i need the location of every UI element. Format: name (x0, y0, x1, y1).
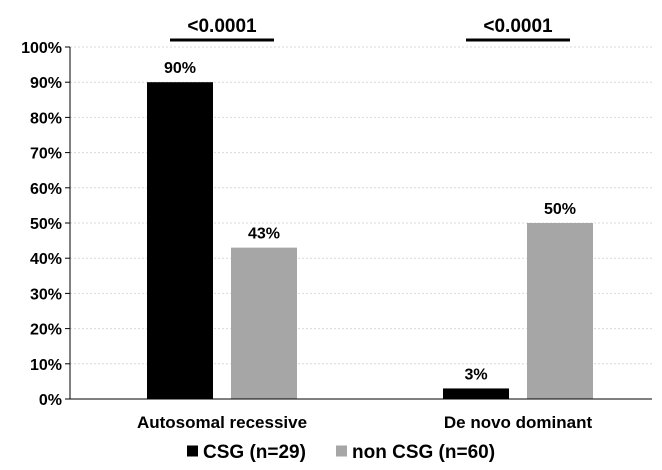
data-label: 90% (164, 60, 196, 77)
bar (443, 388, 509, 399)
y-tick-label: 60% (30, 181, 62, 198)
p-value-label: <0.0001 (187, 16, 257, 37)
bar (147, 82, 213, 399)
significance-annotations: <0.0001 <0.0001 (170, 16, 570, 42)
axes: 0% 10% 20% 30% 40% 50% 60% 70% 80% 90% 100% (21, 40, 652, 409)
data-label: 3% (464, 366, 487, 383)
y-tick-label: 50% (30, 216, 62, 233)
data-label: 43% (248, 226, 280, 243)
legend: CSG (n=29) non CSG (n=60) (187, 442, 495, 463)
y-tick-label: 90% (30, 75, 62, 92)
bar (231, 247, 297, 399)
y-tick-label: 10% (30, 357, 62, 374)
y-tick-label: 0% (39, 392, 62, 409)
p-value-label: <0.0001 (483, 16, 553, 37)
y-tick-label: 20% (30, 322, 62, 339)
data-label: 50% (544, 201, 576, 218)
x-category-label: De novo dominant (444, 413, 593, 432)
y-tick-label: 100% (21, 40, 62, 57)
y-tick-label: 30% (30, 286, 62, 303)
legend-swatch (336, 445, 347, 457)
y-tick-label: 40% (30, 251, 62, 268)
bars (147, 82, 593, 399)
y-tick-label: 80% (30, 110, 62, 127)
labels: 90% 43% Autosomal recessive 3% 50% De novo do… (137, 60, 593, 432)
x-category-label: Autosomal recessive (137, 413, 307, 432)
legend-label: non CSG (n=60) (352, 442, 495, 463)
y-tick-label: 70% (30, 146, 62, 163)
legend-swatch (187, 445, 198, 457)
legend-label: CSG (n=29) (203, 442, 306, 463)
bar (527, 223, 593, 399)
